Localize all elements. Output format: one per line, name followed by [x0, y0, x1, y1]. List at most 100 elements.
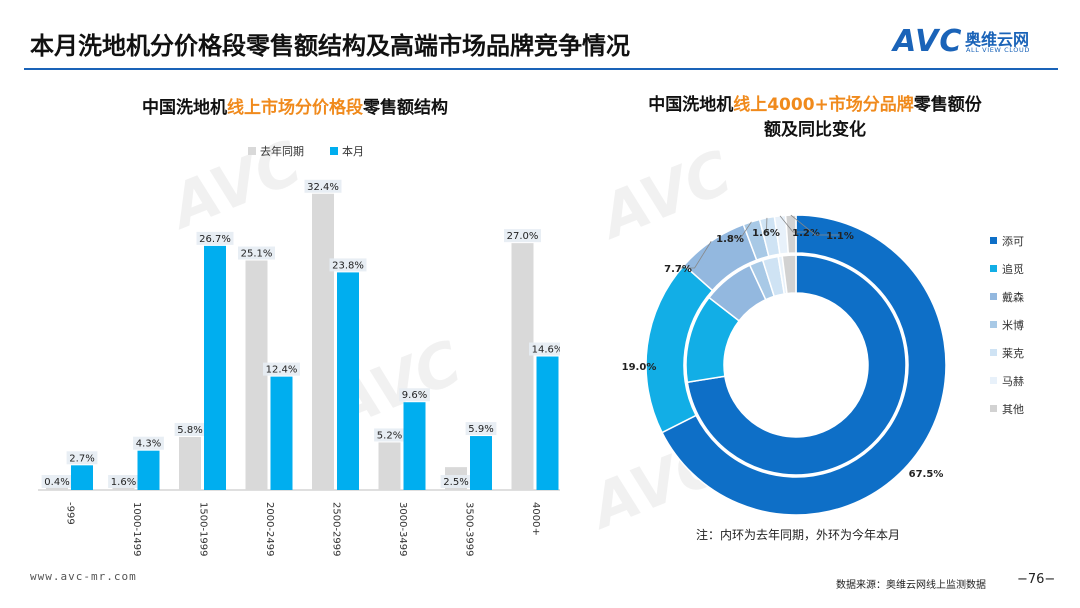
data-label: 2.5% [443, 477, 468, 488]
donut-data-label: 19.0% [622, 362, 657, 373]
logo-en: ALL VIEW CLOUD [966, 46, 1030, 54]
donut-data-label: 7.7% [664, 264, 692, 275]
x-tick-label: 4000+ [530, 502, 541, 536]
bar-last-year [245, 260, 268, 490]
price-segment-bar-chart: 0.4% 2.7% -999 1.6% 4.3% 1000-1499 5.8% 26.7% 15… [38, 144, 560, 557]
outer-ring-slice [661, 214, 947, 516]
data-label-bg [66, 451, 98, 465]
legend-label: 去年同期 [260, 144, 304, 158]
right-chart-title: 中国洗地机线上4000+市场分品牌零售额份 额及同比变化 [585, 93, 1045, 143]
donut-data-label: 1.6% [752, 228, 780, 239]
data-label: 27.0% [507, 231, 539, 242]
right-title-post: 零售额份 [913, 95, 982, 115]
legend-swatch [990, 405, 997, 412]
inner-ring-slice [781, 254, 797, 295]
bar-this-month [137, 450, 160, 490]
logo-cn: 奥维云网 [965, 30, 1030, 49]
data-label: 14.6% [532, 345, 560, 356]
x-tick-label: 2500-2999 [330, 502, 341, 557]
legend-label: 莱克 [1002, 347, 1024, 360]
inner-ring-slice [686, 254, 907, 476]
right-title-line2: 额及同比变化 [764, 120, 866, 140]
bar-this-month [337, 272, 359, 490]
bar-this-month [270, 376, 293, 490]
data-label: 9.6% [402, 390, 427, 401]
page-number: −76− [1017, 572, 1056, 587]
legend-label: 米博 [1002, 319, 1024, 332]
data-label-bg [108, 475, 139, 488]
legend-swatch [990, 349, 997, 356]
x-tick-label: -999 [64, 502, 75, 525]
legend-label: 本月 [342, 144, 364, 158]
label-leader-line [678, 241, 712, 269]
data-label-bg [529, 342, 560, 356]
data-label-bg [238, 246, 275, 260]
data-label-bg [196, 231, 234, 245]
legend-swatch [990, 377, 997, 384]
bar-this-month [470, 436, 492, 490]
bar-this-month [403, 402, 426, 490]
data-label: 4.3% [136, 439, 161, 450]
data-label: 23.8% [332, 260, 364, 271]
footer-url: www.avc-mr.com [30, 570, 137, 583]
data-label: 25.1% [241, 249, 273, 260]
bar-last-year [378, 442, 401, 490]
data-label: 1.6% [111, 477, 136, 488]
bar-last-year [511, 243, 534, 490]
left-chart-title: 中国洗地机线上市场分价格段零售额结构 [60, 93, 530, 118]
legend-swatch [990, 237, 997, 244]
data-label-bg [440, 475, 472, 488]
data-label-bg [41, 475, 73, 488]
x-tick-label: 3000-3499 [397, 502, 408, 557]
legend-swatch [990, 265, 997, 272]
data-label: 5.2% [377, 430, 402, 441]
label-leader-line [730, 221, 752, 239]
brand-share-donut-chart: 67.5% 19.0% 7.7% 1.8% 1.6% 1.2% 1.1% 添可追觅戴森米博莱克… [622, 214, 1024, 516]
x-tick-label: 1500-1999 [197, 502, 208, 557]
label-leader-line [790, 214, 840, 236]
data-label: 5.8% [177, 425, 202, 436]
donut-data-label: 1.8% [716, 234, 744, 245]
data-label-bg [133, 436, 164, 450]
data-label: 5.9% [468, 424, 493, 435]
data-label: 0.4% [44, 477, 69, 488]
x-tick-label: 2000-2499 [264, 502, 275, 557]
data-label: 2.7% [69, 453, 94, 464]
avc-logo: AVC 奥维云网 ALL VIEW CLOUD [893, 24, 1058, 60]
data-label-bg [374, 428, 405, 442]
right-title-highlight: 线上4000+市场分品牌 [733, 95, 914, 115]
data-label-bg [174, 422, 206, 436]
left-title-pre: 中国洗地机 [142, 98, 227, 118]
legend-label: 戴森 [1002, 290, 1024, 304]
donut-data-label: 1.2% [792, 228, 820, 239]
chart-note: 注：内环为去年同期，外环为今年本月 [696, 528, 901, 542]
data-label: 12.4% [266, 365, 298, 376]
footer-source: 数据来源：奥维云网线上监测数据 [836, 580, 986, 591]
data-label-bg [263, 362, 300, 376]
legend-swatch [330, 147, 338, 155]
legend-label: 其他 [1002, 403, 1024, 416]
donut-data-label: 67.5% [909, 469, 944, 480]
bar-this-month [536, 356, 559, 490]
legend-swatch [990, 321, 997, 328]
bar-this-month [71, 465, 93, 490]
data-label-bg [304, 179, 342, 193]
x-tick-label: 1000-1499 [131, 502, 142, 557]
bar-last-year [46, 486, 68, 490]
left-title-post: 零售额结构 [363, 98, 448, 118]
label-leader-line [779, 215, 806, 233]
bar-this-month [204, 245, 226, 490]
left-title-highlight: 线上市场分价格段 [227, 98, 363, 118]
header-divider [24, 68, 1058, 70]
data-label: 26.7% [199, 234, 231, 245]
bar-last-year [312, 193, 334, 490]
x-tick-label: 3500-3999 [463, 502, 474, 557]
data-label: 32.4% [307, 182, 339, 193]
legend-label: 追觅 [1002, 262, 1024, 276]
right-title-pre: 中国洗地机 [648, 95, 734, 115]
donut-data-label: 1.1% [826, 231, 854, 242]
logo-mark: AVC [893, 24, 963, 59]
legend-swatch [248, 147, 256, 155]
page-title: 本月洗地机分价格段零售额结构及高端市场品牌竞争情况 [30, 32, 630, 60]
legend-swatch [990, 293, 997, 300]
